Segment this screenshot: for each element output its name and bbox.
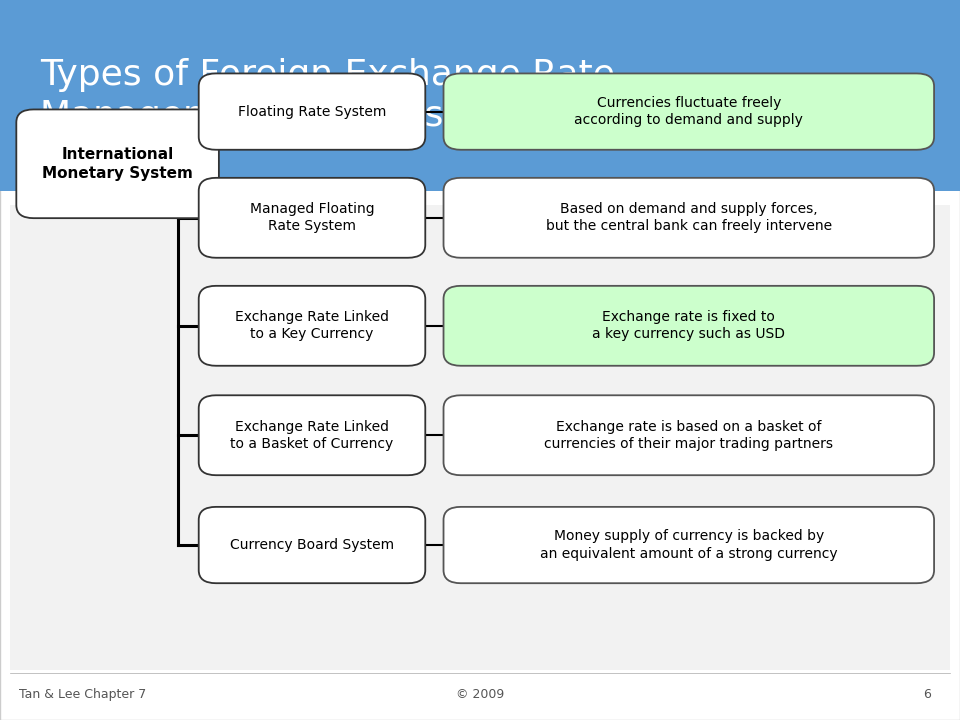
FancyBboxPatch shape <box>199 178 425 258</box>
Text: Currency Board System: Currency Board System <box>230 538 394 552</box>
FancyBboxPatch shape <box>444 395 934 475</box>
Text: © 2009: © 2009 <box>456 688 504 701</box>
FancyBboxPatch shape <box>199 395 425 475</box>
FancyBboxPatch shape <box>16 109 219 218</box>
Bar <box>10 205 950 670</box>
FancyBboxPatch shape <box>199 507 425 583</box>
Text: Types of Foreign Exchange Rate
Management Regimes: Types of Foreign Exchange Rate Managemen… <box>40 58 615 132</box>
Text: Floating Rate System: Floating Rate System <box>238 104 386 119</box>
FancyBboxPatch shape <box>444 178 934 258</box>
Text: International
Monetary System: International Monetary System <box>42 147 193 181</box>
FancyBboxPatch shape <box>444 286 934 366</box>
Text: Based on demand and supply forces,
but the central bank can freely intervene: Based on demand and supply forces, but t… <box>545 202 832 233</box>
Text: Money supply of currency is backed by
an equivalent amount of a strong currency: Money supply of currency is backed by an… <box>540 529 838 561</box>
FancyBboxPatch shape <box>444 507 934 583</box>
FancyBboxPatch shape <box>199 73 425 150</box>
FancyBboxPatch shape <box>199 286 425 366</box>
Bar <box>0 0 960 191</box>
Text: Exchange Rate Linked
to a Key Currency: Exchange Rate Linked to a Key Currency <box>235 310 389 341</box>
Text: Currencies fluctuate freely
according to demand and supply: Currencies fluctuate freely according to… <box>574 96 804 127</box>
Text: Exchange Rate Linked
to a Basket of Currency: Exchange Rate Linked to a Basket of Curr… <box>230 420 394 451</box>
Text: Managed Floating
Rate System: Managed Floating Rate System <box>250 202 374 233</box>
Text: Exchange rate is fixed to
a key currency such as USD: Exchange rate is fixed to a key currency… <box>592 310 785 341</box>
Text: Exchange rate is based on a basket of
currencies of their major trading partners: Exchange rate is based on a basket of cu… <box>544 420 833 451</box>
FancyBboxPatch shape <box>444 73 934 150</box>
Text: 6: 6 <box>924 688 931 701</box>
Text: Tan & Lee Chapter 7: Tan & Lee Chapter 7 <box>19 688 147 701</box>
